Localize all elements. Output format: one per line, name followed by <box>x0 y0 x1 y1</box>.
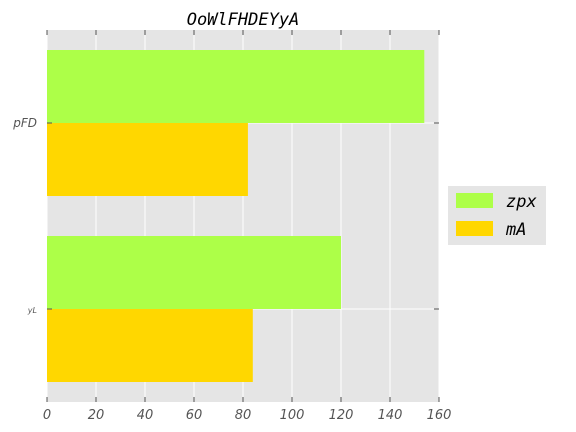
legend-swatch-mA <box>456 221 493 236</box>
bar-zpx-yL <box>47 236 341 309</box>
ticks <box>46 30 440 402</box>
x-tick-label: 120 <box>329 408 354 423</box>
x-tick-label: 60 <box>186 408 203 423</box>
bar-zpx-pFD <box>47 50 425 123</box>
x-tick-label: 20 <box>88 408 105 423</box>
bars <box>47 50 425 382</box>
x-tick-label: 0 <box>43 408 51 423</box>
bar-mA-yL <box>47 309 253 382</box>
y-tick-label: yL <box>27 306 37 315</box>
x-tick-label: 80 <box>235 408 252 423</box>
x-tick-label: 140 <box>378 408 403 423</box>
legend: zpx mA <box>448 186 546 245</box>
bar-mA-pFD <box>47 123 248 196</box>
x-tick-label: 160 <box>427 408 452 423</box>
x-tick-labels: 0 20 40 60 80 100 120 140 160 <box>43 408 452 423</box>
x-tick-label: 100 <box>280 408 305 423</box>
y-tick-label: pFD <box>12 116 37 130</box>
chart-title: OoWlFHDEYyA <box>187 10 300 30</box>
legend-swatch-zpx <box>456 193 493 208</box>
legend-label-mA: mA <box>505 220 526 240</box>
legend-label-zpx: zpx <box>506 192 537 212</box>
x-tick-label: 40 <box>137 408 154 423</box>
y-tick-labels: pFD yL <box>12 116 37 315</box>
